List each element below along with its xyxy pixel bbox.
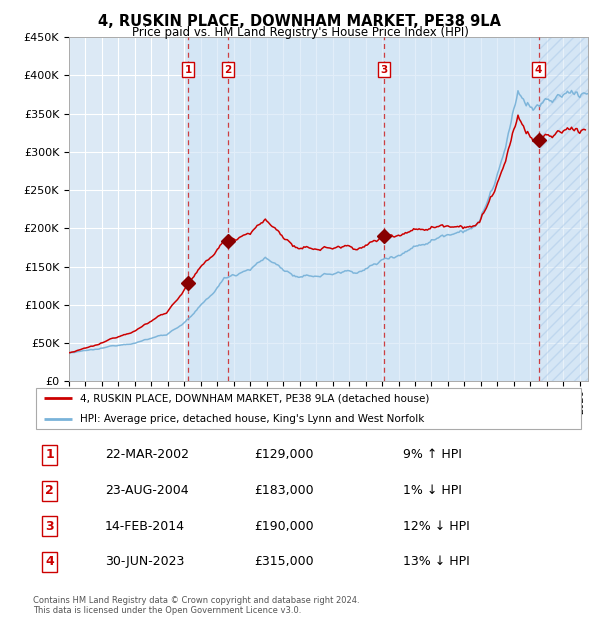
Text: 1: 1: [184, 65, 191, 75]
Bar: [188, 37, 539, 381]
Text: 1% ↓ HPI: 1% ↓ HPI: [403, 484, 462, 497]
Text: £315,000: £315,000: [254, 556, 313, 569]
Text: 4, RUSKIN PLACE, DOWNHAM MARKET, PE38 9LA (detached house): 4, RUSKIN PLACE, DOWNHAM MARKET, PE38 9L…: [80, 393, 429, 404]
Text: 14-FEB-2014: 14-FEB-2014: [105, 520, 185, 533]
Text: Contains HM Land Registry data © Crown copyright and database right 2024.
This d: Contains HM Land Registry data © Crown c…: [33, 596, 359, 615]
Text: 13% ↓ HPI: 13% ↓ HPI: [403, 556, 470, 569]
Text: 12% ↓ HPI: 12% ↓ HPI: [403, 520, 470, 533]
Text: 3: 3: [380, 65, 388, 75]
Text: 4: 4: [45, 556, 54, 569]
Text: £183,000: £183,000: [254, 484, 313, 497]
Text: £190,000: £190,000: [254, 520, 313, 533]
Text: 22-MAR-2002: 22-MAR-2002: [105, 448, 189, 461]
Text: 2: 2: [45, 484, 54, 497]
Text: HPI: Average price, detached house, King's Lynn and West Norfolk: HPI: Average price, detached house, King…: [80, 414, 424, 424]
Text: 23-AUG-2004: 23-AUG-2004: [105, 484, 188, 497]
Text: 3: 3: [45, 520, 54, 533]
Text: 9% ↑ HPI: 9% ↑ HPI: [403, 448, 462, 461]
Text: 1: 1: [45, 448, 54, 461]
Bar: [539, 37, 588, 381]
Text: 30-JUN-2023: 30-JUN-2023: [105, 556, 184, 569]
Text: 4: 4: [535, 65, 542, 75]
Text: 2: 2: [224, 65, 232, 75]
Text: 4, RUSKIN PLACE, DOWNHAM MARKET, PE38 9LA: 4, RUSKIN PLACE, DOWNHAM MARKET, PE38 9L…: [98, 14, 502, 29]
FancyBboxPatch shape: [36, 388, 581, 429]
Text: Price paid vs. HM Land Registry's House Price Index (HPI): Price paid vs. HM Land Registry's House …: [131, 26, 469, 39]
Text: £129,000: £129,000: [254, 448, 313, 461]
